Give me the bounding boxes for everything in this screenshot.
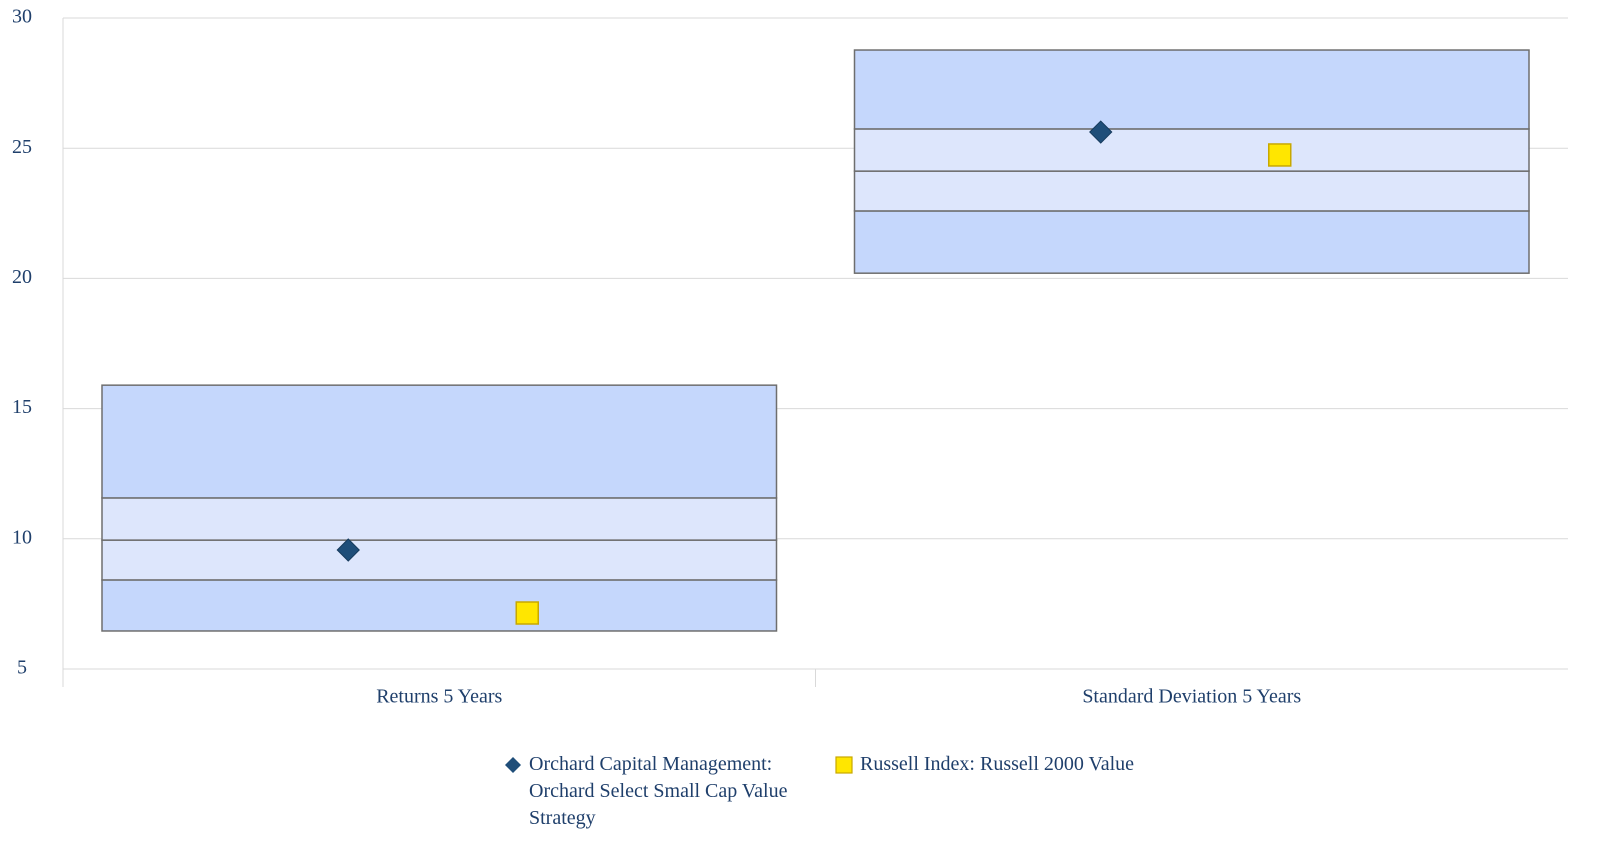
legend-symbol [505, 757, 521, 773]
box-segment [853, 49, 1530, 130]
box-segment [853, 210, 1530, 274]
box-segment [853, 128, 1530, 172]
y-tick-label: 25 [12, 136, 32, 158]
point [515, 601, 539, 625]
y-tick-label: 15 [12, 396, 32, 418]
box-segment [101, 497, 778, 541]
legend-symbol [835, 756, 853, 774]
x-tick-label: Standard Deviation 5 Years [1082, 686, 1301, 708]
box-segment [101, 579, 778, 632]
box-segment [853, 170, 1530, 212]
point [1089, 120, 1113, 144]
legend-marker [835, 756, 853, 774]
y-tick-label: 10 [12, 526, 32, 548]
point [336, 538, 360, 562]
y-tick-label: 30 [12, 6, 32, 28]
x-tick-label: Returns 5 Years [376, 686, 502, 708]
legend-label: Russell Index: Russell 2000 Value [860, 753, 1135, 775]
y-tick-label: 5 [17, 657, 27, 679]
y-tick-label: 20 [12, 266, 32, 288]
point [1268, 143, 1292, 167]
box-segment [101, 539, 778, 581]
legend-item: Russell Index: Russell 2000 Value [834, 751, 1174, 778]
box-segment [101, 384, 778, 499]
legend-item: Orchard Capital Management: Orchard Sele… [503, 751, 803, 832]
legend-label: Orchard Capital Management: Orchard Sele… [529, 753, 788, 829]
legend-marker [505, 757, 521, 773]
